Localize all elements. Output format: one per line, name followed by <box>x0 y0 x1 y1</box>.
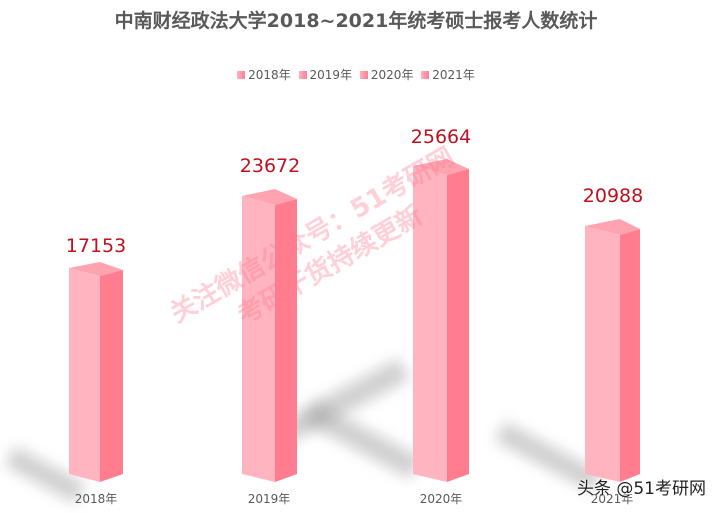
value-label-2021: 20988 <box>582 185 644 207</box>
value-label-2019: 23672 <box>239 155 301 177</box>
corner-watermark: 头条 @51考研网 <box>576 479 706 499</box>
legend-item-2020[interactable]: 2020年 <box>359 66 413 83</box>
bar-shadow <box>304 401 422 479</box>
x-label-2018: 2018年 <box>74 492 118 506</box>
bar-3d-2018 <box>69 262 123 482</box>
legend-item-2021[interactable]: 2021年 <box>421 66 475 83</box>
legend-item-2018[interactable]: 2018年 <box>237 66 291 83</box>
legend-swatch-icon <box>359 71 368 79</box>
x-label-2019: 2019年 <box>247 492 291 506</box>
legend-swatch-icon <box>421 71 430 79</box>
bar-3d-2019 <box>242 189 297 482</box>
bar-3d-2021 <box>585 219 640 482</box>
legend-item-2019[interactable]: 2019年 <box>298 66 352 83</box>
legend-swatch-icon <box>237 71 246 79</box>
value-label-2018: 17153 <box>65 235 127 257</box>
legend-swatch-icon <box>298 71 307 79</box>
legend: 2018年 2019年 2020年 2021年 <box>0 66 712 83</box>
chart-title: 中南财经政法大学2018~2021年统考硕士报考人数统计 <box>114 10 598 32</box>
bar-3d-2020 <box>413 159 469 482</box>
x-label-2020: 2020年 <box>419 492 463 506</box>
value-label-2020: 25664 <box>410 126 472 148</box>
x-label-2021: 2021年 <box>590 492 634 506</box>
